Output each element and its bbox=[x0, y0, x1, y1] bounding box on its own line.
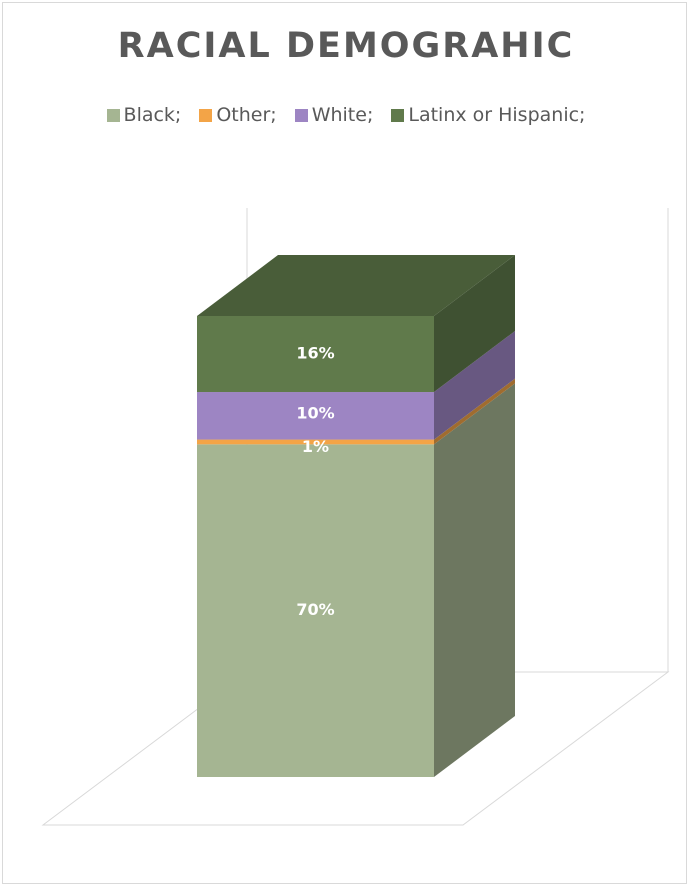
legend-label: White; bbox=[311, 104, 374, 126]
legend-label: Black; bbox=[123, 104, 182, 126]
data-label-latinx-or-hispanic: 16% bbox=[296, 344, 334, 363]
bar-segment-latinx-or-hispanic bbox=[197, 255, 515, 393]
data-label-black: 70% bbox=[296, 600, 334, 619]
chart-title: RACIAL DEMOGRAHIC bbox=[117, 26, 575, 66]
bar-front-face bbox=[197, 316, 434, 393]
chart-legend: Black; Other; White; Latinx or Hispanic; bbox=[0, 104, 692, 126]
bar-segment-white bbox=[197, 331, 515, 440]
legend-label: Other; bbox=[216, 104, 277, 126]
bar-front-face bbox=[197, 392, 434, 440]
legend-label: Latinx or Hispanic; bbox=[408, 104, 586, 126]
bar-side-face bbox=[434, 255, 515, 393]
bar-side-face bbox=[434, 383, 515, 777]
bar-segment-black bbox=[197, 383, 515, 777]
data-label-other: 1% bbox=[302, 437, 329, 456]
bar-front-face bbox=[197, 439, 434, 445]
bar-front-face bbox=[197, 444, 434, 777]
data-label-white: 10% bbox=[296, 403, 334, 422]
bar-segment-other bbox=[197, 378, 515, 445]
legend-swatch bbox=[294, 108, 308, 122]
bar-top-face bbox=[197, 255, 515, 316]
bar-side-face bbox=[434, 331, 515, 440]
bar-side-face bbox=[434, 378, 515, 445]
legend-swatch bbox=[199, 108, 213, 122]
legend-swatch bbox=[106, 108, 120, 122]
legend-item-black: Black; bbox=[106, 104, 182, 126]
legend-item-white: White; bbox=[294, 104, 374, 126]
legend-swatch bbox=[391, 108, 405, 122]
legend-item-other: Other; bbox=[199, 104, 277, 126]
legend-item-latinx-or-hispanic: Latinx or Hispanic; bbox=[391, 104, 585, 126]
